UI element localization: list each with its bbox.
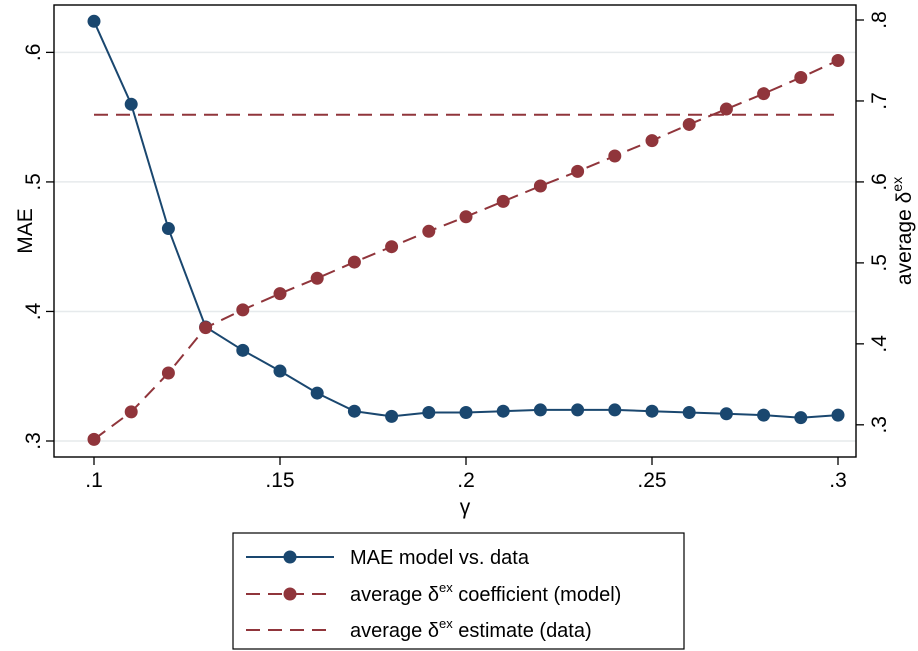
series-0 (87, 14, 845, 425)
y-right-tick-label-2: .5 (868, 254, 891, 272)
series-1-point-11 (496, 194, 510, 208)
series-0-point-10 (459, 406, 473, 420)
x-tick-label-1: .15 (265, 469, 294, 492)
series-1-point-5 (273, 287, 287, 301)
legend-label-1-rest: coefficient (model) (453, 584, 622, 606)
series-0-point-13 (571, 403, 585, 417)
series-0-point-5 (273, 364, 287, 378)
legend-label-1: average δex coefficient (model) (350, 580, 621, 606)
series-0-point-12 (533, 403, 547, 417)
series-0-point-0 (87, 14, 101, 28)
y-left-tick-label-2: .5 (22, 173, 45, 191)
y-left-tick-label-3: .6 (22, 44, 45, 62)
series-0-point-2 (161, 222, 175, 236)
y-right-tick-label-5: .8 (868, 11, 891, 29)
series-1-point-12 (533, 179, 547, 193)
legend-label-1-base: average δ (350, 584, 439, 606)
series-1-point-7 (347, 255, 361, 269)
series-1-point-4 (236, 303, 250, 317)
x-tick-label-4: .3 (829, 469, 847, 492)
series-0-point-20 (831, 408, 845, 422)
series-1-point-17 (719, 102, 733, 116)
series-0-point-18 (757, 408, 771, 422)
series-1-point-19 (794, 70, 808, 84)
series-1-point-13 (571, 164, 585, 178)
legend-key-marker-0 (283, 550, 297, 564)
y-right-axis-title: average δex (889, 177, 916, 285)
y-right-tick-label-0: .3 (868, 416, 891, 434)
series-1-point-0 (87, 432, 101, 446)
series-1-point-3 (199, 321, 213, 335)
y-right-tick-label-1: .4 (868, 335, 891, 353)
series-1-point-9 (422, 224, 436, 238)
x-tick-label-0: .1 (85, 469, 103, 492)
y-right-tick-label-3: .6 (868, 173, 891, 191)
series-layer (87, 14, 845, 446)
series-1-point-2 (161, 366, 175, 380)
series-0-point-16 (682, 406, 696, 420)
x-axis-title: γ (460, 496, 471, 519)
y-right-tick-label-4: .7 (868, 92, 891, 110)
series-1-point-16 (682, 117, 696, 131)
y-left-tick-label-1: .4 (22, 302, 45, 320)
legend-label-1-sup: ex (439, 580, 453, 595)
series-1-point-1 (124, 405, 138, 419)
legend-box (232, 532, 685, 650)
series-1-point-14 (608, 149, 622, 163)
y-right-axis-title-base: average δ (893, 192, 916, 285)
series-0-point-14 (608, 403, 622, 417)
legend-label-2: average δex estimate (data) (350, 616, 592, 642)
legend-label-2-rest: estimate (data) (453, 620, 592, 642)
y-left-axis-title: MAE (14, 208, 37, 254)
series-0-point-6 (310, 386, 324, 400)
series-1-point-20 (831, 53, 845, 67)
plot-area-frame (53, 4, 857, 458)
series-0-point-15 (645, 404, 659, 418)
grid-lines (54, 51, 856, 442)
series-0-point-17 (719, 407, 733, 421)
series-1-point-6 (310, 271, 324, 285)
series-0-point-7 (347, 404, 361, 418)
legend-label-2-base: average δ (350, 620, 439, 642)
series-1-point-15 (645, 134, 659, 148)
legend-label-0: MAE model vs. data (350, 547, 530, 569)
legend-label-2-sup: ex (439, 616, 453, 631)
series-0-point-19 (794, 411, 808, 425)
x-tick-label-3: .25 (637, 469, 666, 492)
series-0-point-9 (422, 406, 436, 420)
x-tick-label-2: .2 (457, 469, 475, 492)
y-right-axis-title-sup: ex (889, 177, 905, 192)
y-axis-left: .3 .4 .5 .6 (22, 44, 54, 450)
series-1-point-10 (459, 210, 473, 224)
y-axis-right: .3 .4 .5 .6 .7 .8 (856, 11, 891, 434)
series-1-point-18 (757, 87, 771, 101)
series-0-point-1 (124, 97, 138, 111)
y-left-tick-label-0: .3 (22, 432, 45, 450)
series-1-point-8 (385, 240, 399, 254)
series-0-point-4 (236, 343, 250, 357)
series-0-point-8 (385, 409, 399, 423)
series-0-point-11 (496, 404, 510, 418)
x-axis: .1 .15 .2 .25 .3 (85, 457, 847, 492)
legend-key-marker-1 (283, 587, 297, 601)
